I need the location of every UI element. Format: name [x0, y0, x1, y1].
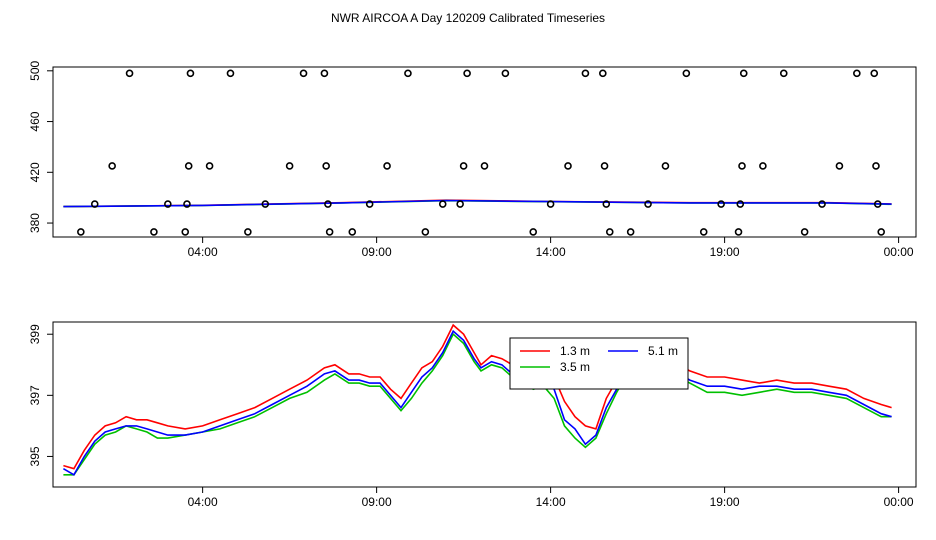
data-point — [285, 162, 294, 170]
data-point — [717, 200, 725, 208]
data-point — [877, 228, 886, 236]
data-point — [605, 228, 614, 236]
data-point — [734, 228, 743, 236]
data-point — [738, 162, 746, 170]
y-tick-label: 500 — [28, 60, 42, 80]
x-tick-label: 00:00 — [884, 495, 914, 509]
data-point — [870, 69, 879, 78]
data-point — [261, 200, 270, 208]
data-point — [682, 69, 691, 78]
x-tick-label: 00:00 — [884, 245, 914, 259]
data-point — [125, 69, 134, 78]
data-point — [853, 69, 861, 78]
data-point — [421, 228, 430, 236]
data-point — [77, 228, 85, 236]
data-point — [699, 228, 708, 236]
legend-label: 1.3 m — [560, 344, 590, 358]
x-tick-label: 19:00 — [710, 495, 740, 509]
data-point — [226, 69, 235, 78]
y-tick-label: 380 — [28, 213, 42, 233]
data-point — [365, 200, 374, 208]
series-line-1-3-m — [63, 323, 892, 470]
data-point — [205, 162, 214, 170]
panel-top: 380 420 460 500 04:00 09:00 14:00 19:00 00:00 — [28, 60, 917, 259]
data-point — [818, 200, 826, 208]
data-point — [736, 200, 745, 208]
data-point — [661, 162, 670, 170]
y-tick-label: 460 — [28, 111, 42, 131]
data-point — [800, 228, 809, 236]
data-point — [564, 162, 572, 170]
data-point — [581, 69, 590, 78]
x-tick-label: 09:00 — [362, 495, 392, 509]
x-tick-label: 19:00 — [710, 245, 740, 259]
data-point — [90, 200, 99, 208]
data-point — [150, 228, 158, 236]
x-tick-label: 14:00 — [536, 495, 566, 509]
data-point — [501, 69, 510, 78]
data-point — [456, 200, 464, 208]
data-point — [348, 228, 357, 236]
data-point — [186, 69, 195, 78]
data-point — [184, 162, 193, 170]
data-point — [644, 200, 652, 208]
data-point — [164, 200, 172, 208]
data-point — [183, 200, 191, 208]
data-point — [325, 228, 334, 236]
data-point — [602, 200, 611, 208]
data-point — [873, 200, 882, 208]
y-tick-label: 420 — [28, 162, 42, 182]
data-point — [529, 228, 538, 236]
legend-label: 5.1 m — [648, 344, 678, 358]
data-point — [108, 162, 116, 170]
legend: 1.3 m 5.1 m 3.5 m — [509, 337, 689, 390]
data-point — [626, 228, 635, 236]
y-tick-label: 395 — [28, 446, 42, 466]
data-point — [480, 162, 489, 170]
data-point — [739, 69, 748, 78]
data-point — [835, 162, 844, 170]
y-tick-label: 397 — [28, 385, 42, 405]
legend-label: 3.5 m — [560, 360, 590, 374]
data-point — [759, 162, 767, 170]
plot-frame — [52, 321, 917, 488]
data-point — [244, 228, 252, 236]
chart-title: NWR AIRCOA A Day 120209 Calibrated Times… — [331, 11, 605, 25]
x-tick-label: 09:00 — [362, 245, 392, 259]
data-point — [459, 162, 468, 170]
data-point — [599, 69, 607, 78]
data-point — [872, 162, 880, 170]
data-point — [383, 162, 391, 170]
data-point — [404, 69, 412, 78]
x-tick-label: 04:00 — [188, 245, 218, 259]
series-line-5-1-m — [63, 199, 892, 208]
data-point — [463, 69, 471, 78]
data-point — [438, 200, 447, 208]
data-point — [779, 69, 788, 78]
series-line-5-1-m — [62, 329, 892, 476]
data-point — [299, 69, 308, 78]
y-tick-label: 399 — [28, 324, 42, 344]
data-point — [320, 69, 329, 78]
data-point — [324, 200, 332, 208]
data-point — [322, 162, 330, 170]
legend-box — [509, 337, 689, 390]
data-point — [546, 200, 555, 208]
data-point — [600, 162, 609, 170]
series-line-3-5-m — [63, 332, 892, 476]
plot-frame — [52, 66, 917, 238]
x-tick-label: 14:00 — [536, 245, 566, 259]
panel-bottom: 395 397 399 04:00 09:00 14:00 19:00 00:00 1.3 m 5… — [28, 321, 917, 509]
data-point — [181, 228, 190, 236]
x-tick-label: 04:00 — [188, 495, 218, 509]
